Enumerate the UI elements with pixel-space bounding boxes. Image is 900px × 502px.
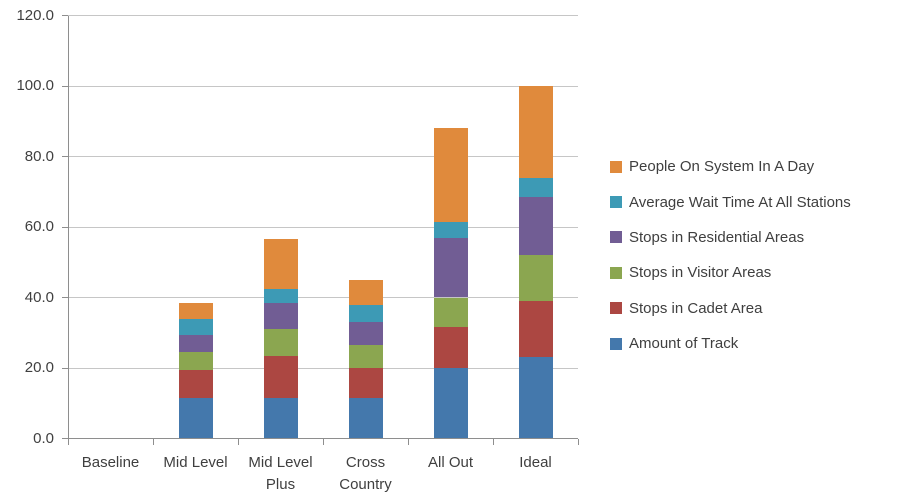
bar-segment-average-wait-time-at-all-stations xyxy=(178,318,213,335)
bar-segment-people-on-system-in-a-day xyxy=(263,239,298,289)
y-axis-tick-label: 20.0 xyxy=(24,359,54,376)
x-axis-tick-mark xyxy=(407,438,409,445)
bar-segment-people-on-system-in-a-day xyxy=(348,279,383,305)
bar-segment-stops-in-residential-areas xyxy=(348,322,383,346)
bar-segment-stops-in-visitor-areas xyxy=(263,329,298,356)
gridline xyxy=(68,15,578,16)
bar-segment-average-wait-time-at-all-stations xyxy=(263,288,298,303)
y-axis-tick-label: 120.0 xyxy=(16,6,54,24)
y-axis-tick-mark xyxy=(62,367,68,369)
x-category-label-baseline: Baseline xyxy=(81,454,140,471)
y-axis-tick-mark xyxy=(62,297,68,298)
gridline xyxy=(68,156,578,157)
bar-segment-stops-in-residential-areas xyxy=(518,197,553,256)
legend-item-stops-in-residential-areas: Stops in Residential Areas xyxy=(610,220,851,255)
bar-segment-stops-in-visitor-areas xyxy=(518,255,553,301)
legend-label: Amount of Track xyxy=(629,335,739,353)
x-axis-tick-mark xyxy=(492,438,494,445)
y-axis-tick-label: 100.0 xyxy=(16,77,54,94)
bar-segment-people-on-system-in-a-day xyxy=(178,302,213,319)
bar-segment-average-wait-time-at-all-stations xyxy=(518,177,553,198)
x-category-label-all-out: All Out xyxy=(427,454,473,471)
x-category-label-mid-level: Mid Level xyxy=(163,454,228,471)
legend-item-amount-of-track: Amount of Track xyxy=(610,326,851,361)
bar-segment-people-on-system-in-a-day xyxy=(518,86,553,178)
y-axis-tick-mark xyxy=(62,15,68,16)
legend-label: Stops in Residential Areas xyxy=(629,228,805,246)
bar-segment-stops-in-cadet-area xyxy=(433,327,468,368)
legend-swatch-icon xyxy=(610,196,622,209)
x-category-label-ideal: Ideal xyxy=(519,454,552,471)
legend-label: Stops in Visitor Areas xyxy=(629,264,772,282)
y-axis-tick-mark xyxy=(62,156,68,157)
x-axis-tick-mark xyxy=(577,438,579,445)
legend-label: Average Wait Time At All Stations xyxy=(629,193,851,211)
x-category-label-cross-country: Cross Country xyxy=(339,454,392,493)
legend-item-stops-in-visitor-areas: Stops in Visitor Areas xyxy=(610,255,851,290)
y-axis-tick-mark xyxy=(62,85,68,87)
y-axis-tick-label: 60.0 xyxy=(24,218,54,235)
bar-segment-amount-of-track xyxy=(433,368,468,439)
y-axis-line xyxy=(67,15,69,439)
legend-item-stops-in-cadet-area: Stops in Cadet Area xyxy=(610,291,851,326)
bar-segment-stops-in-visitor-areas xyxy=(348,345,383,368)
gridline xyxy=(68,367,578,369)
bar-segment-stops-in-cadet-area xyxy=(178,369,213,398)
legend-label: People On System In A Day xyxy=(629,158,815,176)
legend-item-people-on-system-in-a-day: People On System In A Day xyxy=(610,149,851,184)
y-axis-tick-mark xyxy=(62,226,68,228)
legend: People On System In A Day Average Wait Ti… xyxy=(610,149,851,361)
bar-segment-amount-of-track xyxy=(518,357,553,439)
x-axis-tick-mark xyxy=(67,438,69,445)
bar-segment-amount-of-track xyxy=(263,397,298,439)
legend-swatch-icon xyxy=(610,337,622,350)
bar-segment-average-wait-time-at-all-stations xyxy=(433,221,468,238)
legend-item-average-wait-time-at-all-stations: Average Wait Time At All Stations xyxy=(610,184,851,219)
bar-segment-average-wait-time-at-all-stations xyxy=(348,304,383,323)
y-axis-tick-label: 80.0 xyxy=(24,147,54,165)
bar-segment-stops-in-residential-areas xyxy=(263,302,298,330)
legend-swatch-icon xyxy=(610,302,622,315)
x-category-label-mid-level-plus: Mid Level Plus xyxy=(248,454,313,493)
legend-swatch-icon xyxy=(610,266,622,279)
legend-label: Stops in Cadet Area xyxy=(629,299,763,317)
bar-segment-stops-in-visitor-areas xyxy=(433,297,468,328)
x-axis-tick-mark xyxy=(152,438,154,445)
y-axis-tick-mark xyxy=(62,438,68,439)
bar-segment-stops-in-residential-areas xyxy=(178,334,213,353)
legend-swatch-icon xyxy=(610,231,622,244)
bar-segment-stops-in-cadet-area xyxy=(348,368,383,398)
bar-segment-people-on-system-in-a-day xyxy=(433,128,468,222)
bar-segment-stops-in-visitor-areas xyxy=(178,352,213,370)
bar-segment-amount-of-track xyxy=(348,397,383,439)
bar-segment-amount-of-track xyxy=(178,397,213,439)
legend-swatch-icon xyxy=(610,160,622,173)
bar-segment-stops-in-residential-areas xyxy=(433,237,468,298)
bar-segment-stops-in-cadet-area xyxy=(518,301,553,358)
gridline xyxy=(68,85,578,87)
x-axis-tick-mark xyxy=(237,438,239,445)
bar-segment-stops-in-cadet-area xyxy=(263,355,298,398)
gridline xyxy=(68,297,578,298)
x-axis-tick-mark xyxy=(322,438,324,445)
y-axis-tick-label: 0.0 xyxy=(33,429,54,447)
gridline xyxy=(68,226,578,228)
y-axis-tick-label: 40.0 xyxy=(24,288,54,306)
